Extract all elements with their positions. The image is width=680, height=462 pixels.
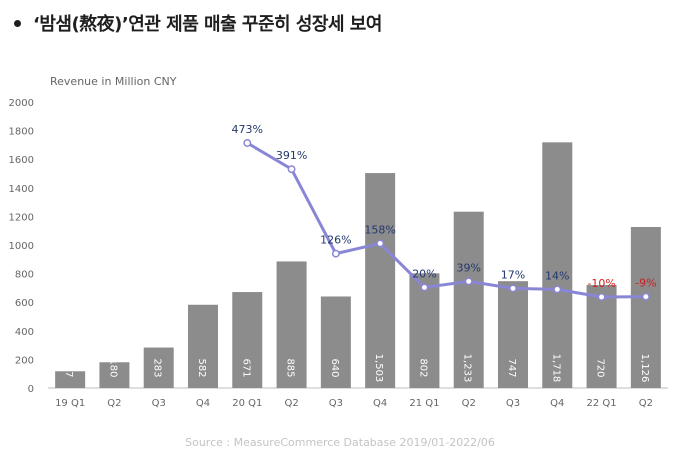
x-tick-label: 22 Q1 (587, 398, 617, 409)
bar (453, 211, 484, 388)
growth-point (509, 284, 517, 293)
bar (55, 371, 86, 388)
bar-value-label: 640 (329, 358, 340, 377)
growth-label: 20% (412, 267, 436, 280)
bar-value-label: 720 (595, 358, 606, 377)
y-tick-label: 1400 (9, 184, 34, 195)
bar (365, 173, 396, 388)
y-tick-label: 400 (15, 327, 34, 338)
x-tick-label: Q3 (506, 398, 520, 409)
revenue-chart: Revenue in Million CNY 0 200 400 600 800 1000 1… (9, 75, 668, 409)
growth-point (464, 277, 473, 286)
bar-value-label: 180 (107, 358, 118, 377)
x-tick-label: Q4 (550, 398, 564, 409)
bar-value-label: 747 (506, 358, 517, 377)
y-tick-label: 1000 (9, 241, 34, 252)
bar (586, 285, 617, 388)
y-tick-label: 1600 (9, 155, 34, 166)
y-axis-label: Revenue in Million CNY (50, 75, 177, 88)
growth-label: 158% (364, 223, 395, 236)
growth-point (287, 165, 296, 174)
growth-point (553, 285, 562, 294)
headline: ‘밤샘(熬夜)’연관 제품 매출 꾸준히 성장세 보여 (14, 8, 674, 38)
y-tick-label: 600 (15, 298, 34, 309)
bar-value-label: 885 (285, 358, 296, 377)
x-tick-label: Q2 (639, 398, 653, 409)
growth-point (376, 239, 385, 248)
growth-line (246, 141, 646, 299)
bar (99, 362, 130, 388)
headline-title: ‘밤샘(熬夜)’연관 제품 매출 꾸준히 성장세 보여 (33, 14, 382, 35)
growth-point (331, 249, 340, 258)
bar (276, 261, 307, 388)
x-tick-label: Q2 (462, 398, 476, 409)
x-tick-label: Q4 (196, 398, 210, 409)
bar-value-label: 582 (196, 358, 207, 377)
growth-label: 17% (501, 268, 525, 281)
growth-label: -9% (635, 277, 656, 290)
growth-label: 391% (276, 149, 307, 162)
source-note: Source : MeasureCommerce Database 2019/0… (185, 436, 495, 449)
y-tick-label: 0 (28, 384, 34, 395)
growth-label: 39% (456, 261, 480, 274)
growth-point (420, 283, 429, 292)
x-tick-label: Q2 (107, 398, 121, 409)
bar-value-label: 1,233 (462, 354, 473, 383)
y-tick-label: 800 (15, 270, 34, 281)
bullet-dot (14, 19, 21, 27)
growth-point (597, 293, 606, 301)
x-tick-label: Q2 (284, 398, 298, 409)
bar-value-label: 671 (240, 358, 251, 377)
bar-value-label: 1,126 (639, 354, 650, 383)
y-tick-label: 1800 (9, 127, 34, 138)
growth-label: -10% (587, 277, 615, 290)
x-tick-label: Q3 (152, 398, 166, 409)
growth-point (641, 292, 650, 301)
bar-value-label: 1,503 (373, 354, 384, 383)
bar (188, 304, 218, 388)
bar (320, 296, 351, 388)
bar (498, 281, 528, 388)
growth-point (243, 139, 252, 147)
bar-value-label: 117 (63, 358, 74, 377)
growth-label: 14% (545, 269, 569, 282)
x-tick-label: Q3 (329, 398, 343, 409)
x-tick-label: 19 Q1 (55, 398, 85, 409)
x-tick-label: 21 Q1 (409, 398, 439, 409)
bar-value-label: 1,718 (550, 354, 561, 383)
y-tick-label: 2000 (9, 98, 34, 109)
bar-value-label: 802 (417, 358, 428, 377)
x-tick-label: 20 Q1 (232, 398, 262, 409)
bar (630, 226, 661, 388)
bar (143, 347, 174, 388)
growth-label: 126% (320, 234, 351, 247)
y-tick-label: 200 (15, 355, 34, 366)
bar (409, 273, 440, 388)
bar-value-label: 283 (152, 358, 163, 377)
growth-label: 473% (232, 123, 263, 136)
y-tick-label: 1200 (9, 212, 34, 223)
x-tick-label: Q4 (373, 398, 387, 409)
bar (542, 142, 573, 388)
bar (232, 292, 263, 388)
